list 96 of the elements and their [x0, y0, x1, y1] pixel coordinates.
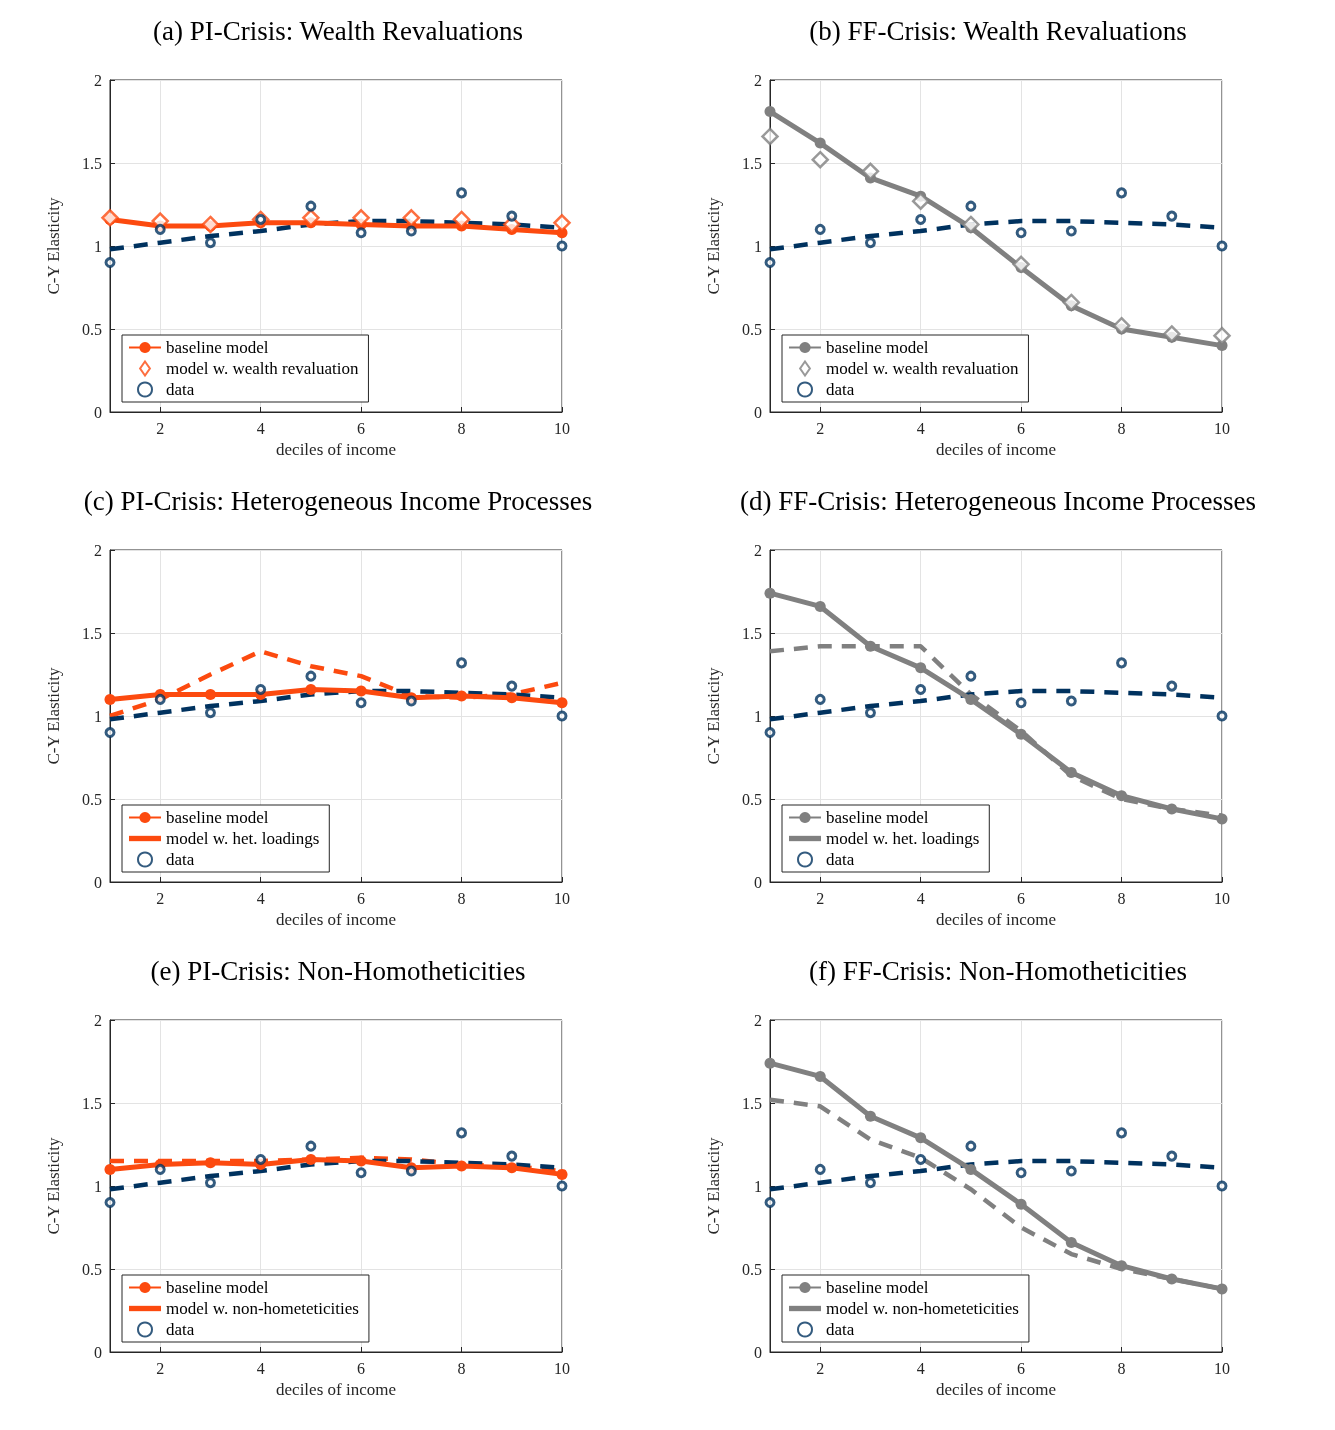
y-tick-label: 2: [754, 1011, 762, 1029]
legend-label: baseline model: [166, 338, 269, 357]
legend-label: model w. het. loadings: [166, 829, 320, 848]
y-tick-label: 1: [754, 707, 762, 725]
x-tick-label: 10: [554, 1359, 570, 1377]
y-tick-label: 1.5: [82, 624, 102, 642]
y-tick-label: 1.5: [742, 1094, 762, 1112]
x-tick-label: 2: [156, 419, 165, 437]
x-tick-label: 2: [816, 419, 825, 437]
y-tick-label: 1: [94, 1177, 102, 1195]
y-tick-label: 0.5: [82, 1260, 102, 1278]
y-tick-label: 1.5: [742, 624, 762, 642]
y-tick-label: 0.5: [742, 1260, 762, 1278]
legend-label: data: [166, 850, 195, 869]
legend-label: baseline model: [826, 808, 929, 827]
x-tick-label: 8: [1117, 1359, 1126, 1377]
legend-label: baseline model: [166, 808, 269, 827]
y-tick-label: 2: [94, 71, 102, 89]
y-tick-label: 1.5: [82, 1094, 102, 1112]
x-tick-label: 8: [457, 1359, 466, 1377]
chart-title: (c) PI-Crisis: Heterogeneous Income Processes: [83, 485, 593, 516]
legend-label: data: [826, 380, 855, 399]
y-tick-label: 1.5: [82, 154, 102, 172]
legend-label: baseline model: [826, 338, 929, 357]
legend-label: model w. wealth revaluation: [166, 359, 359, 378]
y-tick-label: 2: [94, 1011, 102, 1029]
legend-label: data: [826, 1320, 855, 1339]
y-tick-label: 0: [754, 403, 762, 421]
x-tick-label: 4: [916, 1359, 925, 1377]
x-tick-label: 4: [256, 419, 265, 437]
x-axis-title: deciles of income: [276, 1379, 396, 1399]
y-tick-label: 1: [94, 237, 102, 255]
y-tick-label: 1: [754, 237, 762, 255]
y-axis-title: C-Y Elasticity: [44, 1136, 63, 1235]
chart-title: (b) FF-Crisis: Wealth Revaluations: [809, 15, 1187, 46]
x-tick-label: 10: [554, 889, 570, 907]
x-axis-title: deciles of income: [276, 439, 396, 459]
x-tick-label: 10: [554, 419, 570, 437]
x-axis-title: deciles of income: [936, 1379, 1056, 1399]
legend-label: model w. wealth revaluation: [826, 359, 1019, 378]
x-tick-label: 8: [1117, 889, 1126, 907]
y-tick-label: 1.5: [742, 154, 762, 172]
legend-label: baseline model: [826, 1278, 929, 1297]
legend-label: data: [826, 850, 855, 869]
y-tick-label: 0: [94, 1343, 102, 1361]
y-tick-label: 0.5: [82, 790, 102, 808]
x-tick-label: 10: [1214, 1359, 1230, 1377]
x-tick-label: 10: [1214, 419, 1230, 437]
legend-label: data: [166, 1320, 195, 1339]
y-tick-label: 1: [94, 707, 102, 725]
y-tick-label: 1: [754, 1177, 762, 1195]
y-tick-label: 0.5: [742, 790, 762, 808]
legend-label: data: [166, 380, 195, 399]
x-tick-label: 6: [1017, 419, 1026, 437]
legend-label: baseline model: [166, 1278, 269, 1297]
y-tick-label: 2: [754, 71, 762, 89]
chart-title: (d) FF-Crisis: Heterogeneous Income Processes: [740, 485, 1256, 516]
x-tick-label: 6: [357, 1359, 366, 1377]
legend-label: model w. het. loadings: [826, 829, 980, 848]
chart-title: (e) PI-Crisis: Non-Homotheticities: [150, 955, 526, 986]
x-tick-label: 2: [156, 889, 165, 907]
x-axis-title: deciles of income: [276, 909, 396, 929]
y-axis-title: C-Y Elasticity: [704, 196, 723, 295]
x-tick-label: 2: [816, 889, 825, 907]
y-axis-title: C-Y Elasticity: [704, 666, 723, 765]
y-tick-label: 0.5: [82, 320, 102, 338]
x-tick-label: 8: [457, 419, 466, 437]
x-axis-title: deciles of income: [936, 909, 1056, 929]
x-tick-label: 6: [1017, 889, 1026, 907]
x-tick-label: 8: [457, 889, 466, 907]
x-axis-title: deciles of income: [936, 439, 1056, 459]
x-tick-label: 6: [357, 419, 366, 437]
y-tick-label: 0: [754, 873, 762, 891]
y-axis-title: C-Y Elasticity: [44, 196, 63, 295]
x-tick-label: 6: [357, 889, 366, 907]
legend-label: model w. non-hometeticities: [826, 1299, 1019, 1318]
legend-label: model w. non-hometeticities: [166, 1299, 359, 1318]
y-tick-label: 0: [754, 1343, 762, 1361]
x-tick-label: 4: [916, 419, 925, 437]
chart-title: (a) PI-Crisis: Wealth Revaluations: [152, 15, 524, 46]
y-tick-label: 0.5: [742, 320, 762, 338]
x-tick-label: 4: [916, 889, 925, 907]
y-tick-label: 0: [94, 873, 102, 891]
y-axis-title: C-Y Elasticity: [44, 666, 63, 765]
chart-title: (f) FF-Crisis: Non-Homotheticities: [809, 955, 1187, 986]
x-tick-label: 8: [1117, 419, 1126, 437]
x-tick-label: 6: [1017, 1359, 1026, 1377]
y-tick-label: 2: [754, 541, 762, 559]
x-tick-label: 2: [816, 1359, 825, 1377]
y-axis-title: C-Y Elasticity: [704, 1136, 723, 1235]
x-tick-label: 2: [156, 1359, 165, 1377]
x-tick-label: 4: [256, 1359, 265, 1377]
x-tick-label: 4: [256, 889, 265, 907]
x-tick-label: 10: [1214, 889, 1230, 907]
y-tick-label: 2: [94, 541, 102, 559]
y-tick-label: 0: [94, 403, 102, 421]
